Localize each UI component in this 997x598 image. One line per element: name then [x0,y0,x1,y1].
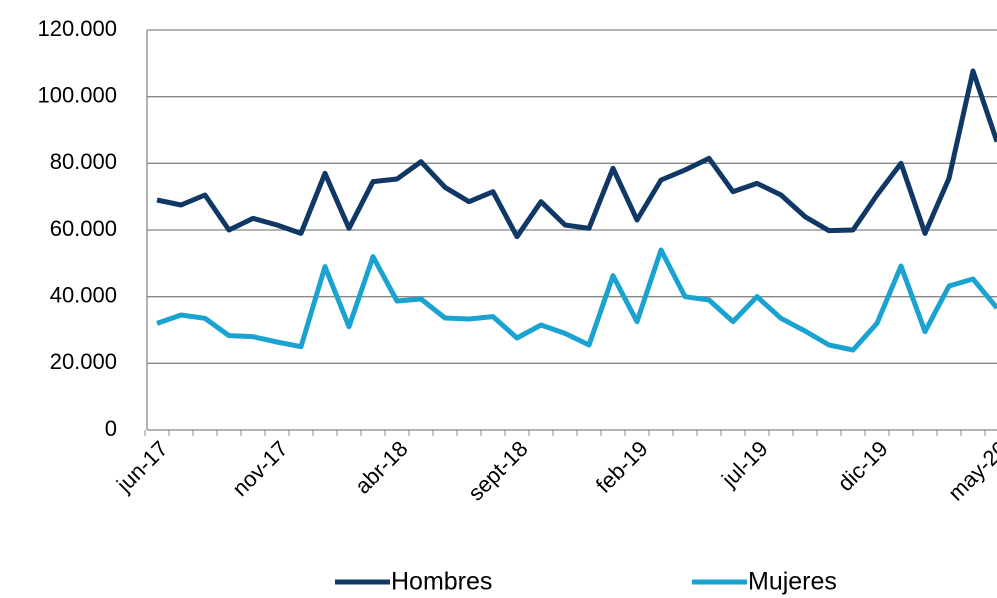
x-tick-label: nov-17 [227,436,292,501]
x-tick-label: feb-19 [591,436,653,498]
x-tick-label: abr-18 [350,436,413,499]
y-tick-label: 120.000 [37,16,117,41]
x-tick-label: sept-18 [463,436,533,506]
x-tick-label: jul-19 [716,436,772,492]
legend-label: Hombres [391,568,492,596]
y-tick-label: 40.000 [50,282,117,307]
y-tick-label: 0 [105,416,117,441]
y-tick-label: 20.000 [50,349,117,374]
y-tick-label: 80.000 [50,149,117,174]
series-line [156,247,997,353]
y-tick-label: 60.000 [50,216,117,241]
legend-label: Mujeres [748,568,837,596]
x-tick-label: jun-17 [111,436,173,498]
series-line [156,68,997,240]
x-tick-label: dic-19 [833,436,893,496]
x-tick-label: may-20 [943,436,997,506]
y-tick-label: 100.000 [37,82,117,107]
